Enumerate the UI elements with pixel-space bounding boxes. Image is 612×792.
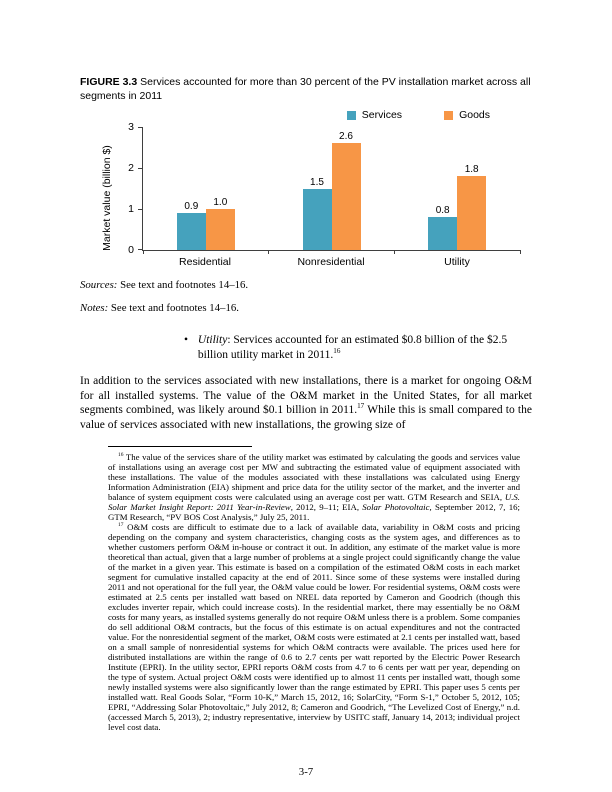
footnote-17-text: O&M costs are difficult to estimate due … [108, 522, 520, 733]
bar-value-label: 1.5 [310, 176, 324, 188]
legend-swatch-services [346, 110, 356, 120]
footnote-16-text-2: , 2012, 9–11; EIA, [290, 502, 363, 513]
x-category-label: Utility [444, 256, 470, 268]
bar [302, 188, 332, 250]
bar [331, 143, 361, 250]
bar-goods-utility: 1.8 [457, 164, 487, 250]
body-paragraph: In addition to the services associated w… [80, 374, 532, 432]
bullet-body: : Services accounted for an estimated $0… [197, 334, 508, 361]
bar-chart: Services Goods Market value (billion $) 0… [98, 109, 524, 268]
footnote-16-text-3: , September 2012, 7, 16; GTM Research, “… [108, 502, 520, 523]
bar [457, 176, 487, 250]
footnotes-section: 16 The value of the services share of th… [108, 446, 520, 732]
paragraph-text-cont: While this is small compared to the valu… [80, 404, 532, 431]
bar-group-nonresidential: 1.5 2.6 [269, 127, 395, 250]
bar-value-label: 1.8 [464, 164, 479, 176]
y-tick-label: 0 [128, 244, 134, 256]
y-tick-mark [138, 249, 143, 250]
legend-item-services: Services [346, 109, 403, 121]
x-tick-mark [393, 250, 395, 254]
bar-group-residential: 0.9 1.0 [143, 127, 269, 250]
notes-label: Notes: [80, 302, 109, 314]
bullet-item: • Utility: Services accounted for an est… [184, 333, 532, 362]
bar-goods-residential: 1.0 [205, 197, 235, 250]
x-axis-labels: Residential Nonresidential Utility [142, 256, 520, 268]
page-number: 3-7 [298, 766, 314, 778]
y-tick-label: 2 [128, 162, 134, 174]
paragraph-text: In addition to the services associated w… [80, 375, 532, 417]
footnote-ref-17: 17 [357, 402, 365, 411]
footnote-16: 16 The value of the services share of th… [108, 452, 520, 522]
legend-label: Services [361, 109, 403, 121]
bar-value-label: 0.8 [435, 205, 450, 217]
footnote-separator [108, 446, 252, 448]
page-content: FIGURE 3.3 Services accounted for more t… [80, 76, 532, 732]
x-category-label: Residential [179, 256, 231, 268]
figure-caption-text: Services accounted for more than 30 perc… [80, 76, 531, 102]
y-tick-label: 3 [128, 121, 134, 133]
footnote-17: 17 O&M costs are difficult to estimate d… [108, 522, 520, 732]
bullet-marker: • [184, 334, 189, 346]
footnote-ref-16: 16 [333, 346, 341, 355]
figure-label: FIGURE 3.3 [80, 76, 138, 88]
bar [428, 217, 458, 250]
bar-value-label: 1.0 [213, 197, 228, 208]
bar-value-label: 0.9 [184, 201, 199, 213]
y-tick-mark [138, 208, 143, 210]
chart-legend: Services Goods [98, 109, 524, 121]
bar-goods-nonresidential: 2.6 [331, 131, 361, 250]
y-axis-title: Market value (billion $) [101, 144, 113, 251]
notes-text: See text and footnotes 14–16. [108, 302, 239, 314]
bar-group-utility: 0.8 1.8 [394, 127, 520, 250]
sources-label: Sources: [80, 279, 118, 291]
figure-notes: Notes: See text and footnotes 14–16. [80, 302, 532, 315]
figure-caption: FIGURE 3.3 Services accounted for more t… [80, 76, 532, 103]
footnote-16-title-1: U.S. Solar Market Insight Report: 2011 Y… [108, 492, 520, 513]
bar-services-utility: 0.8 [428, 205, 458, 250]
footnote-16-marker: 16 [118, 452, 124, 459]
x-tick-mark [142, 250, 144, 254]
bar-value-label: 2.6 [339, 131, 353, 143]
sources-text: See text and footnotes 14–16. [117, 279, 249, 291]
x-tick-mark [519, 250, 521, 254]
bar [176, 213, 206, 250]
bar [205, 209, 235, 250]
y-tick-mark [138, 167, 143, 169]
figure-sources: Sources: See text and footnotes 14–16. [80, 279, 532, 292]
footnote-17-marker: 17 [118, 522, 124, 529]
bullet-text: Utility: Services accounted for an estim… [198, 333, 532, 362]
footnote-16-title-2: Solar Photovoltaic [362, 502, 430, 513]
plot-wrap: Market value (billion $) 0 1 2 3 0.9 1.0 1.5 2.… [101, 121, 521, 268]
legend-swatch-goods [444, 110, 454, 120]
bar-services-residential: 0.9 [176, 201, 206, 250]
bullet-term: Utility [197, 334, 228, 346]
x-tick-mark [268, 250, 270, 254]
legend-item-goods: Goods [444, 109, 490, 121]
plot-area: 0 1 2 3 0.9 1.0 1.5 2.6 0.8 1.8 [128, 121, 521, 256]
y-tick-mark [138, 126, 143, 128]
legend-label: Goods [459, 109, 490, 121]
y-tick-label: 1 [128, 203, 134, 215]
x-category-label: Nonresidential [297, 256, 365, 268]
footnote-16-text: The value of the services share of the u… [108, 452, 520, 503]
bar-services-nonresidential: 1.5 [302, 176, 332, 250]
